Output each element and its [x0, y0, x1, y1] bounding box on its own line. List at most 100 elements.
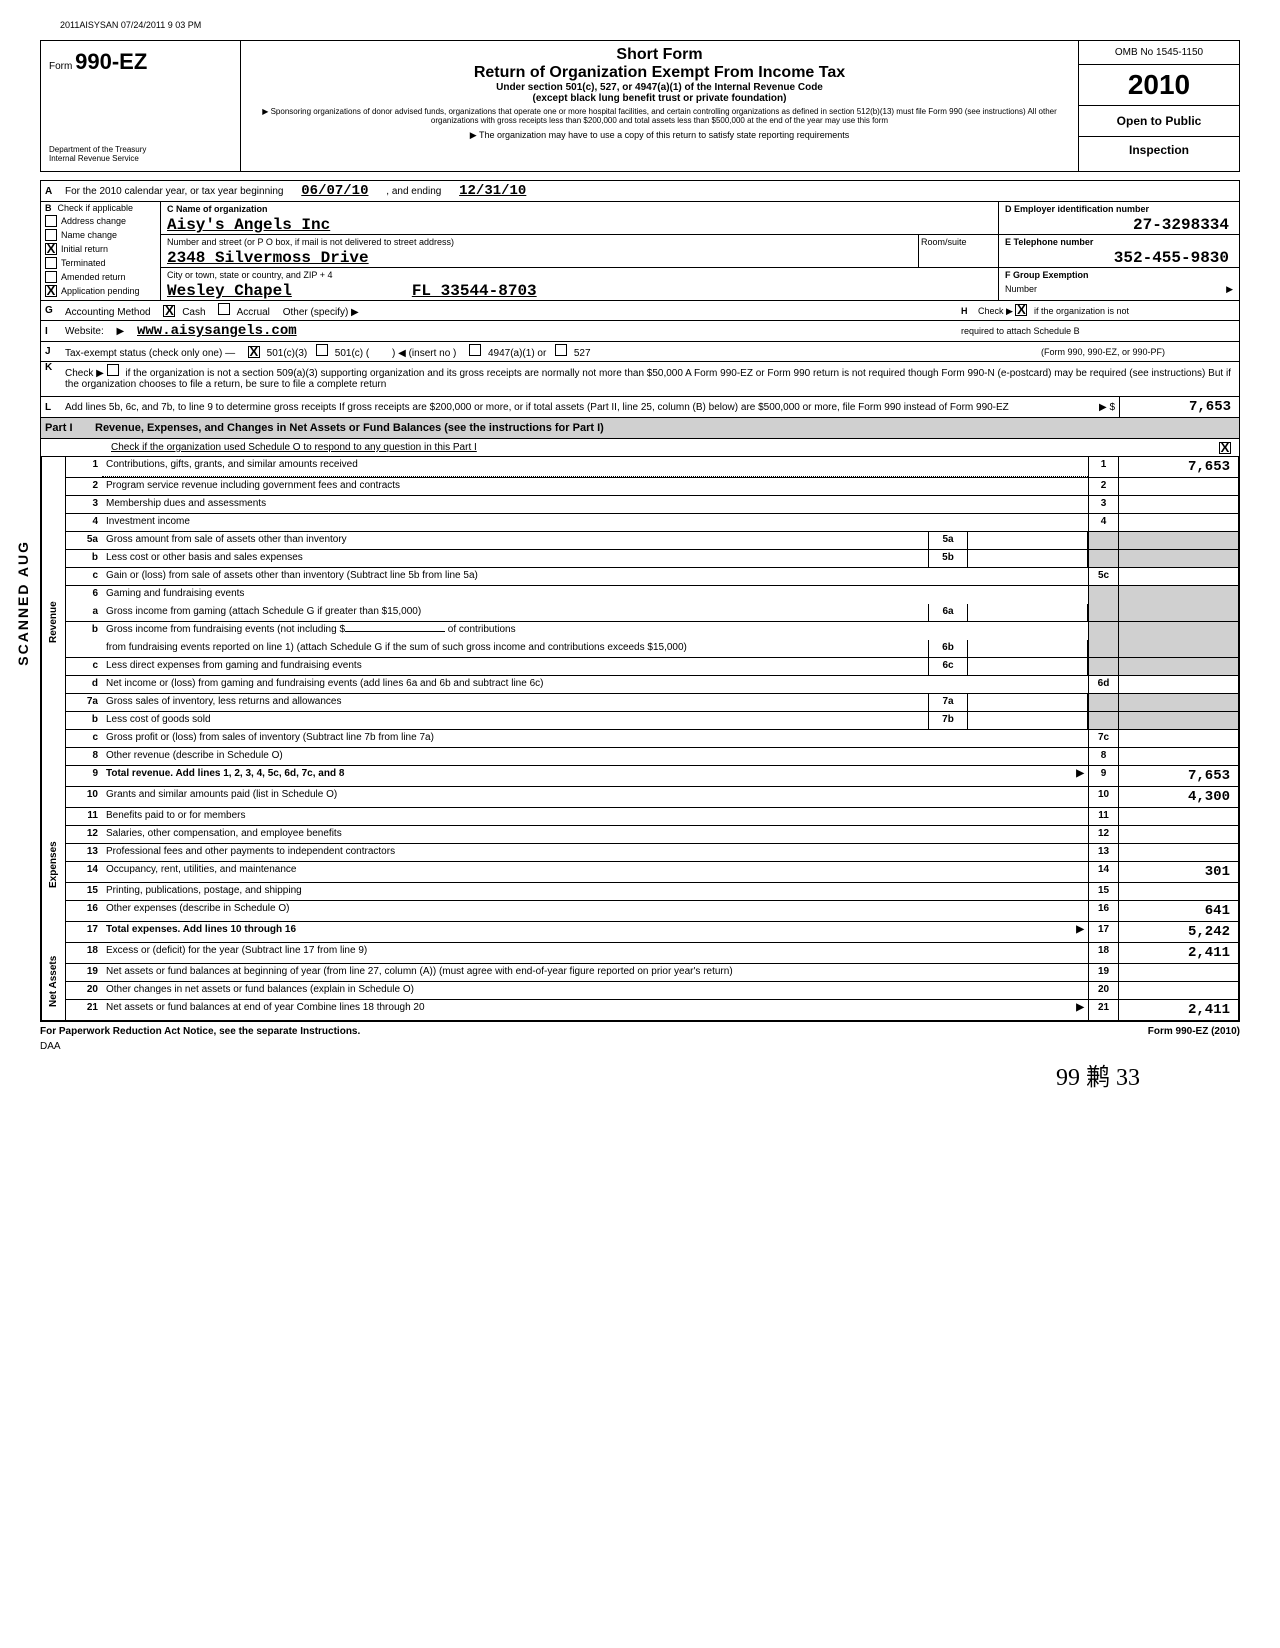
j-letter: J — [41, 346, 61, 357]
sponsoring-text: ▶ Sponsoring organizations of donor advi… — [251, 107, 1068, 125]
l18-rn: 18 — [1088, 943, 1118, 963]
l2-rn: 2 — [1088, 478, 1118, 495]
h-text2: if the organization is not — [1034, 306, 1129, 316]
part1-checkbox[interactable]: X — [1219, 442, 1231, 454]
f-arrow: ▶ — [1226, 284, 1233, 295]
street-address: 2348 Silvermoss Drive — [161, 249, 918, 267]
cash-checkbox[interactable]: X — [163, 305, 175, 317]
l2-num: 2 — [66, 478, 102, 495]
under-section: Under section 501(c), 527, or 4947(a)(1)… — [251, 82, 1068, 93]
h-text3: required to attach Schedule B — [959, 324, 1239, 338]
l3-val — [1118, 496, 1238, 513]
501c-label2: ) ◀ (insert no ) — [392, 348, 456, 359]
terminated-checkbox[interactable] — [45, 257, 57, 269]
col-d: D Employer identification number 27-3298… — [999, 202, 1239, 300]
header-right: OMB No 1545-1150 2010 Open to Public Ins… — [1079, 41, 1239, 171]
amended-return-checkbox[interactable] — [45, 271, 57, 283]
netassets-section: Net Assets 18Excess or (deficit) for the… — [40, 943, 1240, 1022]
may-have-text: ▶ The organization may have to use a cop… — [251, 130, 1068, 141]
l7a-subval — [968, 694, 1088, 711]
g-letter: G — [41, 305, 61, 316]
omb-number: OMB No 1545-1150 — [1079, 41, 1239, 65]
inspection: Inspection — [1079, 137, 1239, 163]
l7a-rn — [1088, 694, 1118, 711]
l9-rn: 9 — [1088, 766, 1118, 786]
l8-rn: 8 — [1088, 748, 1118, 765]
l8-val — [1118, 748, 1238, 765]
l19-val — [1118, 964, 1238, 981]
expenses-section: Expenses 10Grants and similar amounts pa… — [40, 787, 1240, 943]
initial-return-checkbox[interactable]: X — [45, 243, 57, 255]
l15-rn: 15 — [1088, 883, 1118, 900]
l5c-num: c — [66, 568, 102, 585]
l6c-text: Less direct expenses from gaming and fun… — [102, 658, 928, 675]
h-letter: H — [961, 306, 968, 316]
name-change-checkbox[interactable] — [45, 229, 57, 241]
except-text: (except black lung benefit trust or priv… — [251, 93, 1068, 104]
address-change-checkbox[interactable] — [45, 215, 57, 227]
footer-daa: DAA — [40, 1041, 360, 1052]
l3-num: 3 — [66, 496, 102, 513]
l1-text: Contributions, gifts, grants, and simila… — [102, 457, 1088, 477]
d-label: D Employer identification number — [999, 202, 1239, 216]
application-pending-checkbox[interactable]: X — [45, 285, 57, 297]
header-left: Form 990-EZ Department of the Treasury I… — [41, 41, 241, 171]
dept-treasury: Department of the Treasury Internal Reve… — [49, 145, 232, 163]
part1-check-text: Check if the organization used Schedule … — [41, 440, 1219, 455]
l16-num: 16 — [66, 901, 102, 921]
footer-right: Form 990-EZ (2010) — [1148, 1026, 1240, 1052]
line-a-content: For the 2010 calendar year, or tax year … — [61, 181, 1239, 201]
l18-num: 18 — [66, 943, 102, 963]
city-label: City or town, state or country, and ZIP … — [161, 268, 998, 282]
l5c-rn: 5c — [1088, 568, 1118, 585]
h-text: Check ▶ — [978, 306, 1013, 316]
501c3-checkbox[interactable]: X — [248, 346, 260, 358]
k-checkbox[interactable] — [107, 364, 119, 376]
l10-rn: 10 — [1088, 787, 1118, 807]
ein: 27-3298334 — [999, 216, 1239, 234]
begin-date: 06/07/10 — [301, 183, 368, 199]
l6b-mid: of contributions — [448, 624, 516, 635]
part1-header: Part I Revenue, Expenses, and Changes in… — [40, 418, 1240, 439]
l1-rn: 1 — [1088, 457, 1118, 477]
name-change-label: Name change — [61, 230, 117, 240]
h-section: H Check ▶ X if the organization is not — [959, 302, 1239, 319]
l15-text: Printing, publications, postage, and shi… — [102, 883, 1088, 900]
l-arrow: ▶ $ — [1079, 402, 1119, 413]
part1-check-row: Check if the organization used Schedule … — [40, 439, 1240, 457]
l19-rn: 19 — [1088, 964, 1118, 981]
l21-num: 21 — [66, 1000, 102, 1020]
netassets-side-label: Net Assets — [41, 943, 65, 1020]
state-zip: FL 33544-8703 — [412, 282, 537, 300]
527-checkbox[interactable] — [555, 344, 567, 356]
l9-text: Total revenue. Add lines 1, 2, 3, 4, 5c,… — [102, 766, 1088, 786]
h-checkbox[interactable]: X — [1015, 304, 1027, 316]
l7c-rn: 7c — [1088, 730, 1118, 747]
l7c-val — [1118, 730, 1238, 747]
l6b-sub: 6b — [928, 640, 968, 657]
l6d-num: d — [66, 676, 102, 693]
501c-checkbox[interactable] — [316, 344, 328, 356]
e-label: E Telephone number — [999, 235, 1239, 249]
l21-val: 2,411 — [1118, 1000, 1238, 1020]
line-l: L Add lines 5b, 6c, and 7b, to line 9 to… — [40, 397, 1240, 418]
line-a-mid: , and ending — [386, 186, 441, 197]
l6b-blank — [345, 631, 445, 632]
l8-text: Other revenue (describe in Schedule O) — [102, 748, 1088, 765]
4947-checkbox[interactable] — [469, 344, 481, 356]
l6b-pre: Gross income from fundraising events (no… — [106, 624, 345, 635]
footer-left: For Paperwork Reduction Act Notice, see … — [40, 1026, 360, 1037]
initial-return-label: Initial return — [61, 244, 108, 254]
l1-num: 1 — [66, 457, 102, 477]
l4-text: Investment income — [102, 514, 1088, 531]
l16-val: 641 — [1118, 901, 1238, 921]
f-label: F Group Exemption — [999, 268, 1239, 282]
l15-num: 15 — [66, 883, 102, 900]
l5b-val — [1118, 550, 1238, 567]
501c3-label: 501(c)(3) — [267, 348, 308, 359]
i-arrow: ▶ — [117, 326, 125, 337]
l5c-val — [1118, 568, 1238, 585]
l5b-text: Less cost or other basis and sales expen… — [102, 550, 928, 567]
accrual-checkbox[interactable] — [218, 303, 230, 315]
k-content: Check ▶ if the organization is not a sec… — [61, 362, 1239, 392]
